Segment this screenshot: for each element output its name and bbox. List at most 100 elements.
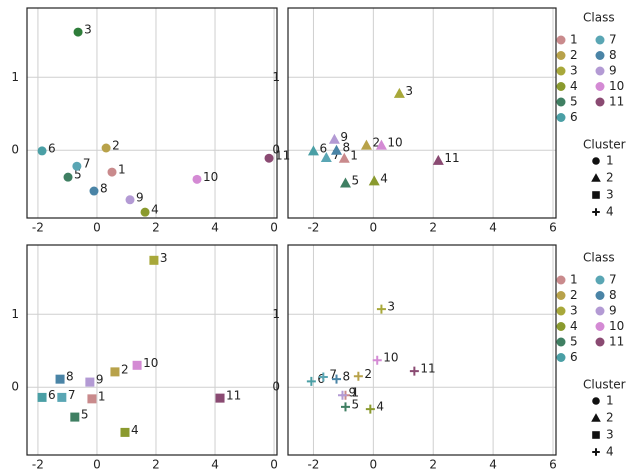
legend-label: 4 <box>606 205 614 219</box>
point-label: 11 <box>275 149 290 163</box>
legend-swatch <box>595 35 605 45</box>
point-label: 2 <box>112 139 120 153</box>
legend-label: 7 <box>609 273 617 287</box>
point <box>73 27 83 37</box>
point <box>89 186 99 196</box>
point <box>393 87 405 98</box>
point-label: 5 <box>351 397 359 411</box>
legend-swatch <box>592 191 600 199</box>
legend-label: 1 <box>570 33 578 47</box>
point-label: 2 <box>372 136 380 150</box>
point <box>55 374 65 384</box>
x-tick-label: 4 <box>211 221 219 235</box>
point <box>72 161 82 171</box>
y-tick-label: 0 <box>272 143 280 157</box>
legend-label: 2 <box>570 48 578 62</box>
legend-label: 5 <box>570 95 578 109</box>
legend-swatch <box>592 448 600 456</box>
legend-swatch <box>591 173 601 182</box>
x-tick-label: -2 <box>307 458 319 470</box>
legend-label: 1 <box>606 394 614 408</box>
point <box>307 145 319 156</box>
x-tick-label: -2 <box>32 221 44 235</box>
point-label: 3 <box>405 84 413 98</box>
point <box>264 153 274 163</box>
legend-label: 4 <box>570 79 578 93</box>
point-label: 4 <box>380 171 388 185</box>
point <box>215 393 225 403</box>
point <box>57 392 67 402</box>
point <box>332 374 342 384</box>
point <box>375 139 387 150</box>
point <box>87 394 97 404</box>
x-tick-label: 2 <box>152 458 160 470</box>
point-label: 3 <box>84 23 92 37</box>
y-tick-label: 1 <box>11 307 19 321</box>
point <box>340 402 350 412</box>
legend-swatch <box>556 51 566 60</box>
point <box>132 360 142 370</box>
legend-swatch <box>556 306 566 316</box>
legend-swatch <box>556 291 566 300</box>
point <box>353 371 363 381</box>
point-label: 9 <box>96 373 104 387</box>
legend-swatch <box>595 66 605 76</box>
point <box>409 366 419 376</box>
y-tick-label: 0 <box>11 143 19 157</box>
x-tick-label: 4 <box>211 458 219 470</box>
legend-label: 2 <box>606 171 614 185</box>
legend-title: Class <box>583 11 615 25</box>
legend-swatch <box>556 66 566 76</box>
point-label: 9 <box>136 190 144 204</box>
point-label: 9 <box>340 130 348 144</box>
x-tick-label: 4 <box>489 221 497 235</box>
legend-title: Class <box>583 251 615 265</box>
legend-label: 6 <box>570 110 578 124</box>
legend-swatch <box>595 275 605 285</box>
point <box>70 412 80 422</box>
point <box>365 404 375 414</box>
point <box>37 392 47 402</box>
x-tick-label: 2 <box>429 221 437 235</box>
point <box>376 304 386 314</box>
point-label: 7 <box>68 388 76 402</box>
x-tick-label: 6 <box>549 221 557 235</box>
point-label: 11 <box>444 151 459 165</box>
x-tick-label: 0 <box>93 458 101 470</box>
point <box>328 133 340 144</box>
point-label: 8 <box>66 370 74 384</box>
point-label: 3 <box>387 300 395 314</box>
legend-swatch <box>556 275 566 285</box>
point-label: 10 <box>143 356 158 370</box>
x-tick-label: 0 <box>370 458 378 470</box>
x-tick-label: 0 <box>270 221 278 235</box>
point <box>432 154 444 165</box>
x-tick-label: 6 <box>549 458 557 470</box>
legend-label: 3 <box>606 428 614 442</box>
legend-swatch <box>556 97 566 107</box>
point <box>107 167 117 177</box>
legend-title: Cluster <box>583 138 626 152</box>
legend-swatch <box>592 157 600 165</box>
point-label: 7 <box>83 157 91 171</box>
legend-swatch <box>556 82 566 91</box>
legend-swatch <box>595 306 605 316</box>
legend-swatch <box>556 337 566 347</box>
x-tick-label: 4 <box>489 458 497 470</box>
legend-swatch <box>592 208 600 216</box>
point-label: 6 <box>48 141 56 155</box>
legend-swatch <box>595 51 605 60</box>
y-tick-label: 1 <box>272 70 280 84</box>
point-label: 1 <box>98 389 106 403</box>
legend-label: 5 <box>570 335 578 349</box>
point-label: 4 <box>151 203 159 217</box>
point-label: 4 <box>131 423 139 437</box>
x-tick-label: 0 <box>370 221 378 235</box>
legend-label: 8 <box>609 288 617 302</box>
legend-swatch <box>595 322 605 331</box>
legend-label: 1 <box>606 154 614 168</box>
legend-swatch <box>595 82 605 91</box>
legend-label: 10 <box>609 319 624 333</box>
point-label: 5 <box>351 174 359 188</box>
